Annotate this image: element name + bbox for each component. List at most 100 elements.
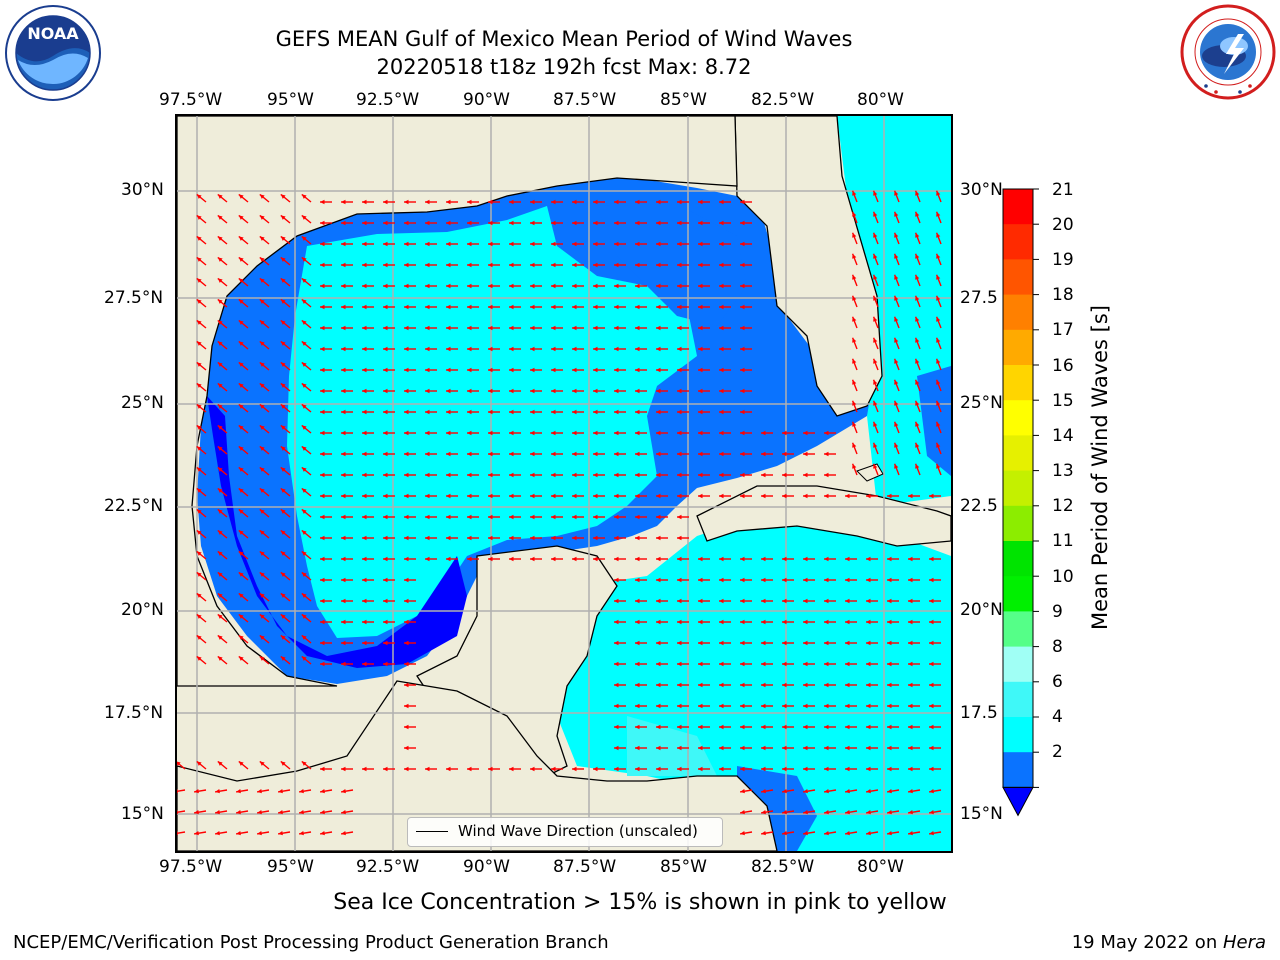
wave-direction-arrowhead bbox=[194, 831, 199, 836]
wave-direction-arrowhead bbox=[177, 810, 178, 815]
wave-direction-arrowhead bbox=[383, 535, 388, 541]
wave-direction-arrowhead bbox=[936, 463, 941, 469]
wave-direction-arrowhead bbox=[782, 598, 787, 604]
wave-direction-arrowhead bbox=[341, 535, 346, 541]
wave-direction-arrowhead bbox=[467, 409, 472, 415]
wave-direction-arrowhead bbox=[572, 409, 577, 415]
wave-direction-arrowhead bbox=[238, 236, 244, 241]
wave-direction-arrowhead bbox=[341, 451, 346, 457]
colorbar-band bbox=[1003, 611, 1033, 648]
wave-direction-arrowhead bbox=[908, 745, 913, 751]
wave-direction-arrowhead bbox=[551, 514, 556, 520]
wave-direction-arrowhead bbox=[196, 383, 202, 388]
wave-direction-arrowhead bbox=[824, 472, 829, 478]
wave-direction-arrowhead bbox=[803, 430, 808, 436]
wave-direction-arrowhead bbox=[908, 789, 913, 794]
wave-direction-arrowhead bbox=[782, 640, 787, 646]
wave-direction-arrowhead bbox=[280, 257, 286, 262]
wave-direction-arrowhead bbox=[614, 346, 619, 352]
wave-direction-arrowhead bbox=[320, 367, 325, 373]
wave-direction-arrowhead bbox=[320, 493, 325, 499]
wave-direction-arrowhead bbox=[614, 220, 619, 226]
wave-direction-arrowhead bbox=[635, 493, 640, 499]
wave-direction-arrowhead bbox=[782, 789, 787, 794]
wave-direction-arrowhead bbox=[341, 766, 346, 772]
wave-direction-arrowhead bbox=[404, 535, 409, 541]
lon-label-bottom: 97.5°W bbox=[159, 857, 223, 877]
wave-direction-arrowhead bbox=[593, 283, 598, 289]
wave-direction-arrowhead bbox=[866, 640, 871, 646]
wave-direction-arrowhead bbox=[280, 656, 286, 661]
wave-direction-arrowhead bbox=[217, 488, 223, 493]
wave-direction-arrowhead bbox=[530, 346, 535, 352]
wave-direction-arrowhead bbox=[488, 493, 493, 499]
wave-direction-arrowhead bbox=[425, 514, 430, 520]
wave-direction-arrowhead bbox=[383, 325, 388, 331]
wave-direction-arrowhead bbox=[280, 488, 286, 493]
wave-direction-arrowhead bbox=[383, 661, 388, 667]
wave-direction-arrowhead bbox=[404, 430, 409, 436]
wave-direction-arrowhead bbox=[614, 451, 619, 457]
wave-direction-arrowhead bbox=[301, 614, 307, 619]
wave-direction-arrowhead bbox=[845, 640, 850, 646]
wave-direction-arrowhead bbox=[259, 446, 265, 451]
wave-direction-arrowhead bbox=[656, 325, 661, 331]
wave-direction-arrowhead bbox=[740, 325, 745, 331]
wave-direction-arrowhead bbox=[196, 446, 202, 451]
wave-direction-arrowhead bbox=[301, 341, 307, 346]
wave-direction-arrowhead bbox=[551, 430, 556, 436]
wave-direction-arrowhead bbox=[894, 379, 899, 385]
wave-direction-arrowhead bbox=[887, 810, 892, 815]
wave-direction-arrowhead bbox=[614, 241, 619, 247]
wave-direction-arrowhead bbox=[761, 810, 766, 815]
wave-direction-arrowhead bbox=[362, 598, 367, 604]
wave-direction-arrowhead bbox=[761, 703, 766, 709]
land-bahamas bbox=[856, 463, 884, 482]
wave-direction-arrowhead bbox=[217, 215, 223, 220]
wave-direction-arrowhead bbox=[467, 514, 472, 520]
wave-direction-arrowhead bbox=[425, 556, 430, 562]
wave-direction-arrowhead bbox=[341, 619, 346, 625]
wave-direction-arrowhead bbox=[635, 409, 640, 415]
wave-direction-arrowhead bbox=[238, 425, 244, 430]
wave-direction-arrowhead bbox=[852, 232, 857, 238]
wave-direction-arrowhead bbox=[936, 295, 941, 301]
wave-direction-arrowhead bbox=[320, 766, 325, 772]
wave-direction-arrowhead bbox=[873, 316, 878, 322]
wave-direction-arrowhead bbox=[677, 577, 682, 583]
atlantic-band bbox=[917, 366, 951, 476]
wave-direction-arrowhead bbox=[341, 199, 346, 205]
wave-direction-arrowhead bbox=[740, 472, 745, 478]
wave-direction-arrowhead bbox=[196, 257, 202, 262]
wave-direction-arrowhead bbox=[635, 703, 640, 709]
wave-direction-arrowhead bbox=[425, 409, 430, 415]
colorbar-frame bbox=[1002, 188, 1034, 788]
wave-direction-arrowhead bbox=[803, 745, 808, 751]
wave-direction-arrowhead bbox=[530, 493, 535, 499]
wave-direction-arrowhead bbox=[404, 703, 409, 709]
wave-direction-arrowhead bbox=[259, 488, 265, 493]
wave-direction-arrowhead bbox=[280, 614, 286, 619]
wave-direction-arrowhead bbox=[740, 367, 745, 373]
wave-direction-arrowhead bbox=[362, 661, 367, 667]
wave-direction-arrowhead bbox=[259, 215, 265, 220]
wave-direction-arrowhead bbox=[467, 472, 472, 478]
wave-direction-arrowhead bbox=[677, 598, 682, 604]
colorbar-band bbox=[1003, 365, 1033, 401]
wave-direction-arrowhead bbox=[803, 766, 808, 772]
wave-direction-arrowhead bbox=[677, 283, 682, 289]
wave-direction-arrowhead bbox=[238, 194, 244, 199]
wave-direction-arrowhead bbox=[915, 358, 920, 364]
wave-direction-arrowhead bbox=[908, 810, 913, 815]
wave-direction-arrowhead bbox=[383, 493, 388, 499]
wave-direction-arrowhead bbox=[845, 577, 850, 583]
wave-direction-arrowhead bbox=[362, 640, 367, 646]
wave-direction-arrowhead bbox=[852, 358, 857, 364]
wave-direction-arrowhead bbox=[488, 409, 493, 415]
wave-direction-arrowhead bbox=[572, 535, 577, 541]
wave-direction-arrowhead bbox=[740, 619, 745, 625]
wave-direction-arrowhead bbox=[824, 619, 829, 625]
wave-direction-arrowhead bbox=[740, 682, 745, 688]
wave-direction-arrowhead bbox=[509, 241, 514, 247]
wave-direction-arrowhead bbox=[572, 367, 577, 373]
